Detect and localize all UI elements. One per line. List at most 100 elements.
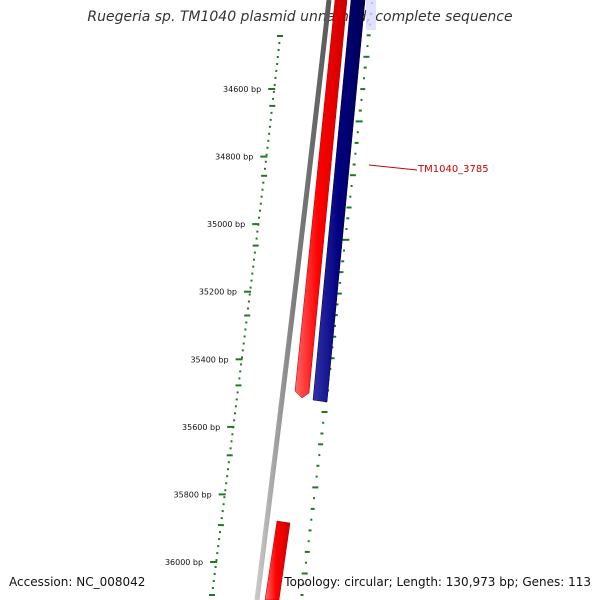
ruler-ticks: 34600 bp 34800 bp 35000 bp 35200 bp 35400 bp… — [165, 85, 276, 567]
gc-dot — [358, 109, 362, 112]
gc-dot — [249, 286, 252, 289]
gc-dot — [241, 349, 244, 352]
gc-dot — [350, 185, 353, 187]
gc-dot — [234, 412, 236, 415]
gc-dot — [308, 529, 312, 532]
gc-dot — [352, 163, 356, 166]
gc-dot — [227, 461, 230, 464]
gc-dot — [235, 384, 242, 387]
gc-dot — [259, 202, 262, 205]
gc-dot — [345, 228, 348, 230]
gc-dot — [244, 314, 251, 317]
gc-dot — [301, 572, 308, 575]
gc-dot — [230, 440, 233, 443]
gc-dot — [336, 303, 339, 306]
gc-dot — [212, 580, 215, 582]
gc-dot — [313, 497, 315, 500]
gc-dot — [215, 559, 218, 562]
gc-dot — [346, 206, 352, 209]
gc-dot — [343, 249, 345, 252]
gc-dot — [240, 363, 243, 366]
gc-dot — [318, 443, 324, 446]
gc-dot — [304, 550, 310, 553]
gc-dot — [251, 272, 254, 275]
gc-dot — [223, 496, 226, 499]
gc-dot — [262, 181, 265, 184]
gc-dot — [248, 293, 251, 296]
gc-dot — [256, 230, 259, 233]
gc-dot — [259, 209, 261, 212]
gc-dot — [213, 573, 216, 575]
gc-dot — [278, 42, 281, 44]
gc-dot — [334, 314, 338, 317]
gc-dot — [346, 217, 350, 220]
gc-dot — [363, 55, 370, 58]
map-title: Ruegeria sp. TM1040 plasmid unnamed, com… — [87, 9, 513, 25]
gc-dot — [277, 49, 280, 51]
gc-dot — [244, 328, 247, 331]
gc-dot — [260, 195, 263, 198]
gc-dot — [354, 141, 359, 144]
ruler-tick-label: 35600 bp — [182, 423, 220, 432]
ruler-tick-label: 35400 bp — [190, 355, 228, 364]
gene-navy-forward[interactable] — [312, 0, 366, 403]
gene-navy-highlight — [366, 0, 376, 30]
gc-dot — [235, 398, 238, 401]
gc-dot — [250, 279, 253, 282]
gc-dot — [315, 475, 318, 478]
gc-dot — [211, 587, 214, 589]
ruler-tick — [260, 155, 268, 158]
gene-red-forward[interactable] — [294, 0, 348, 399]
gc-dot — [231, 433, 234, 436]
gene-red-lower[interactable] — [264, 520, 291, 600]
gc-dot — [265, 153, 268, 156]
gc-dot — [349, 195, 352, 198]
gc-dot — [322, 421, 325, 424]
ruler-tick-label: 34600 bp — [223, 85, 261, 94]
gc-dot — [220, 517, 223, 520]
ruler-tick — [218, 493, 226, 496]
gc-dot — [269, 104, 276, 107]
summary-label: Topology: circular; Length: 130,973 bp; … — [284, 575, 591, 589]
gc-dot — [318, 454, 321, 457]
gc-dot — [321, 411, 328, 413]
gc-dot — [360, 98, 363, 101]
gc-dot — [335, 292, 342, 295]
gc-dot — [300, 594, 304, 596]
gc-dot — [268, 125, 271, 128]
gc-dot — [236, 391, 239, 394]
gene-label-tm1040-3785[interactable]: TM1040_3785 — [417, 164, 489, 175]
gc-dot — [268, 132, 271, 135]
gc-dot — [233, 419, 236, 422]
gc-dot — [339, 281, 342, 284]
gc-dot — [221, 510, 224, 513]
gc-dot — [238, 377, 241, 380]
gc-dot — [363, 77, 365, 80]
gc-dot — [261, 174, 268, 177]
gc-dot — [305, 561, 307, 564]
gc-dot — [310, 518, 313, 521]
gc-dot — [349, 174, 356, 177]
ruler-tick — [227, 425, 235, 428]
gc-dot — [252, 265, 255, 268]
gc-dot — [360, 88, 366, 91]
gc-dot — [261, 188, 264, 191]
gc-dot — [302, 583, 305, 586]
gc-dot — [214, 566, 217, 568]
gc-dot — [310, 507, 315, 510]
ruler-tick-label: 34800 bp — [215, 153, 253, 162]
gc-dot — [226, 475, 229, 478]
gc-dot — [356, 131, 359, 134]
gc-dot — [222, 503, 225, 506]
gc-dot — [334, 324, 336, 327]
gc-dot — [274, 76, 277, 79]
gc-dot — [247, 307, 249, 310]
gc-dot — [241, 356, 243, 359]
ruler-tick-label: 35800 bp — [174, 490, 212, 499]
gc-dot — [218, 538, 221, 541]
ruler-tick-label: 35000 bp — [207, 220, 245, 229]
gc-dot — [266, 146, 269, 149]
gc-dot — [217, 524, 224, 527]
gc-dot — [209, 594, 215, 596]
